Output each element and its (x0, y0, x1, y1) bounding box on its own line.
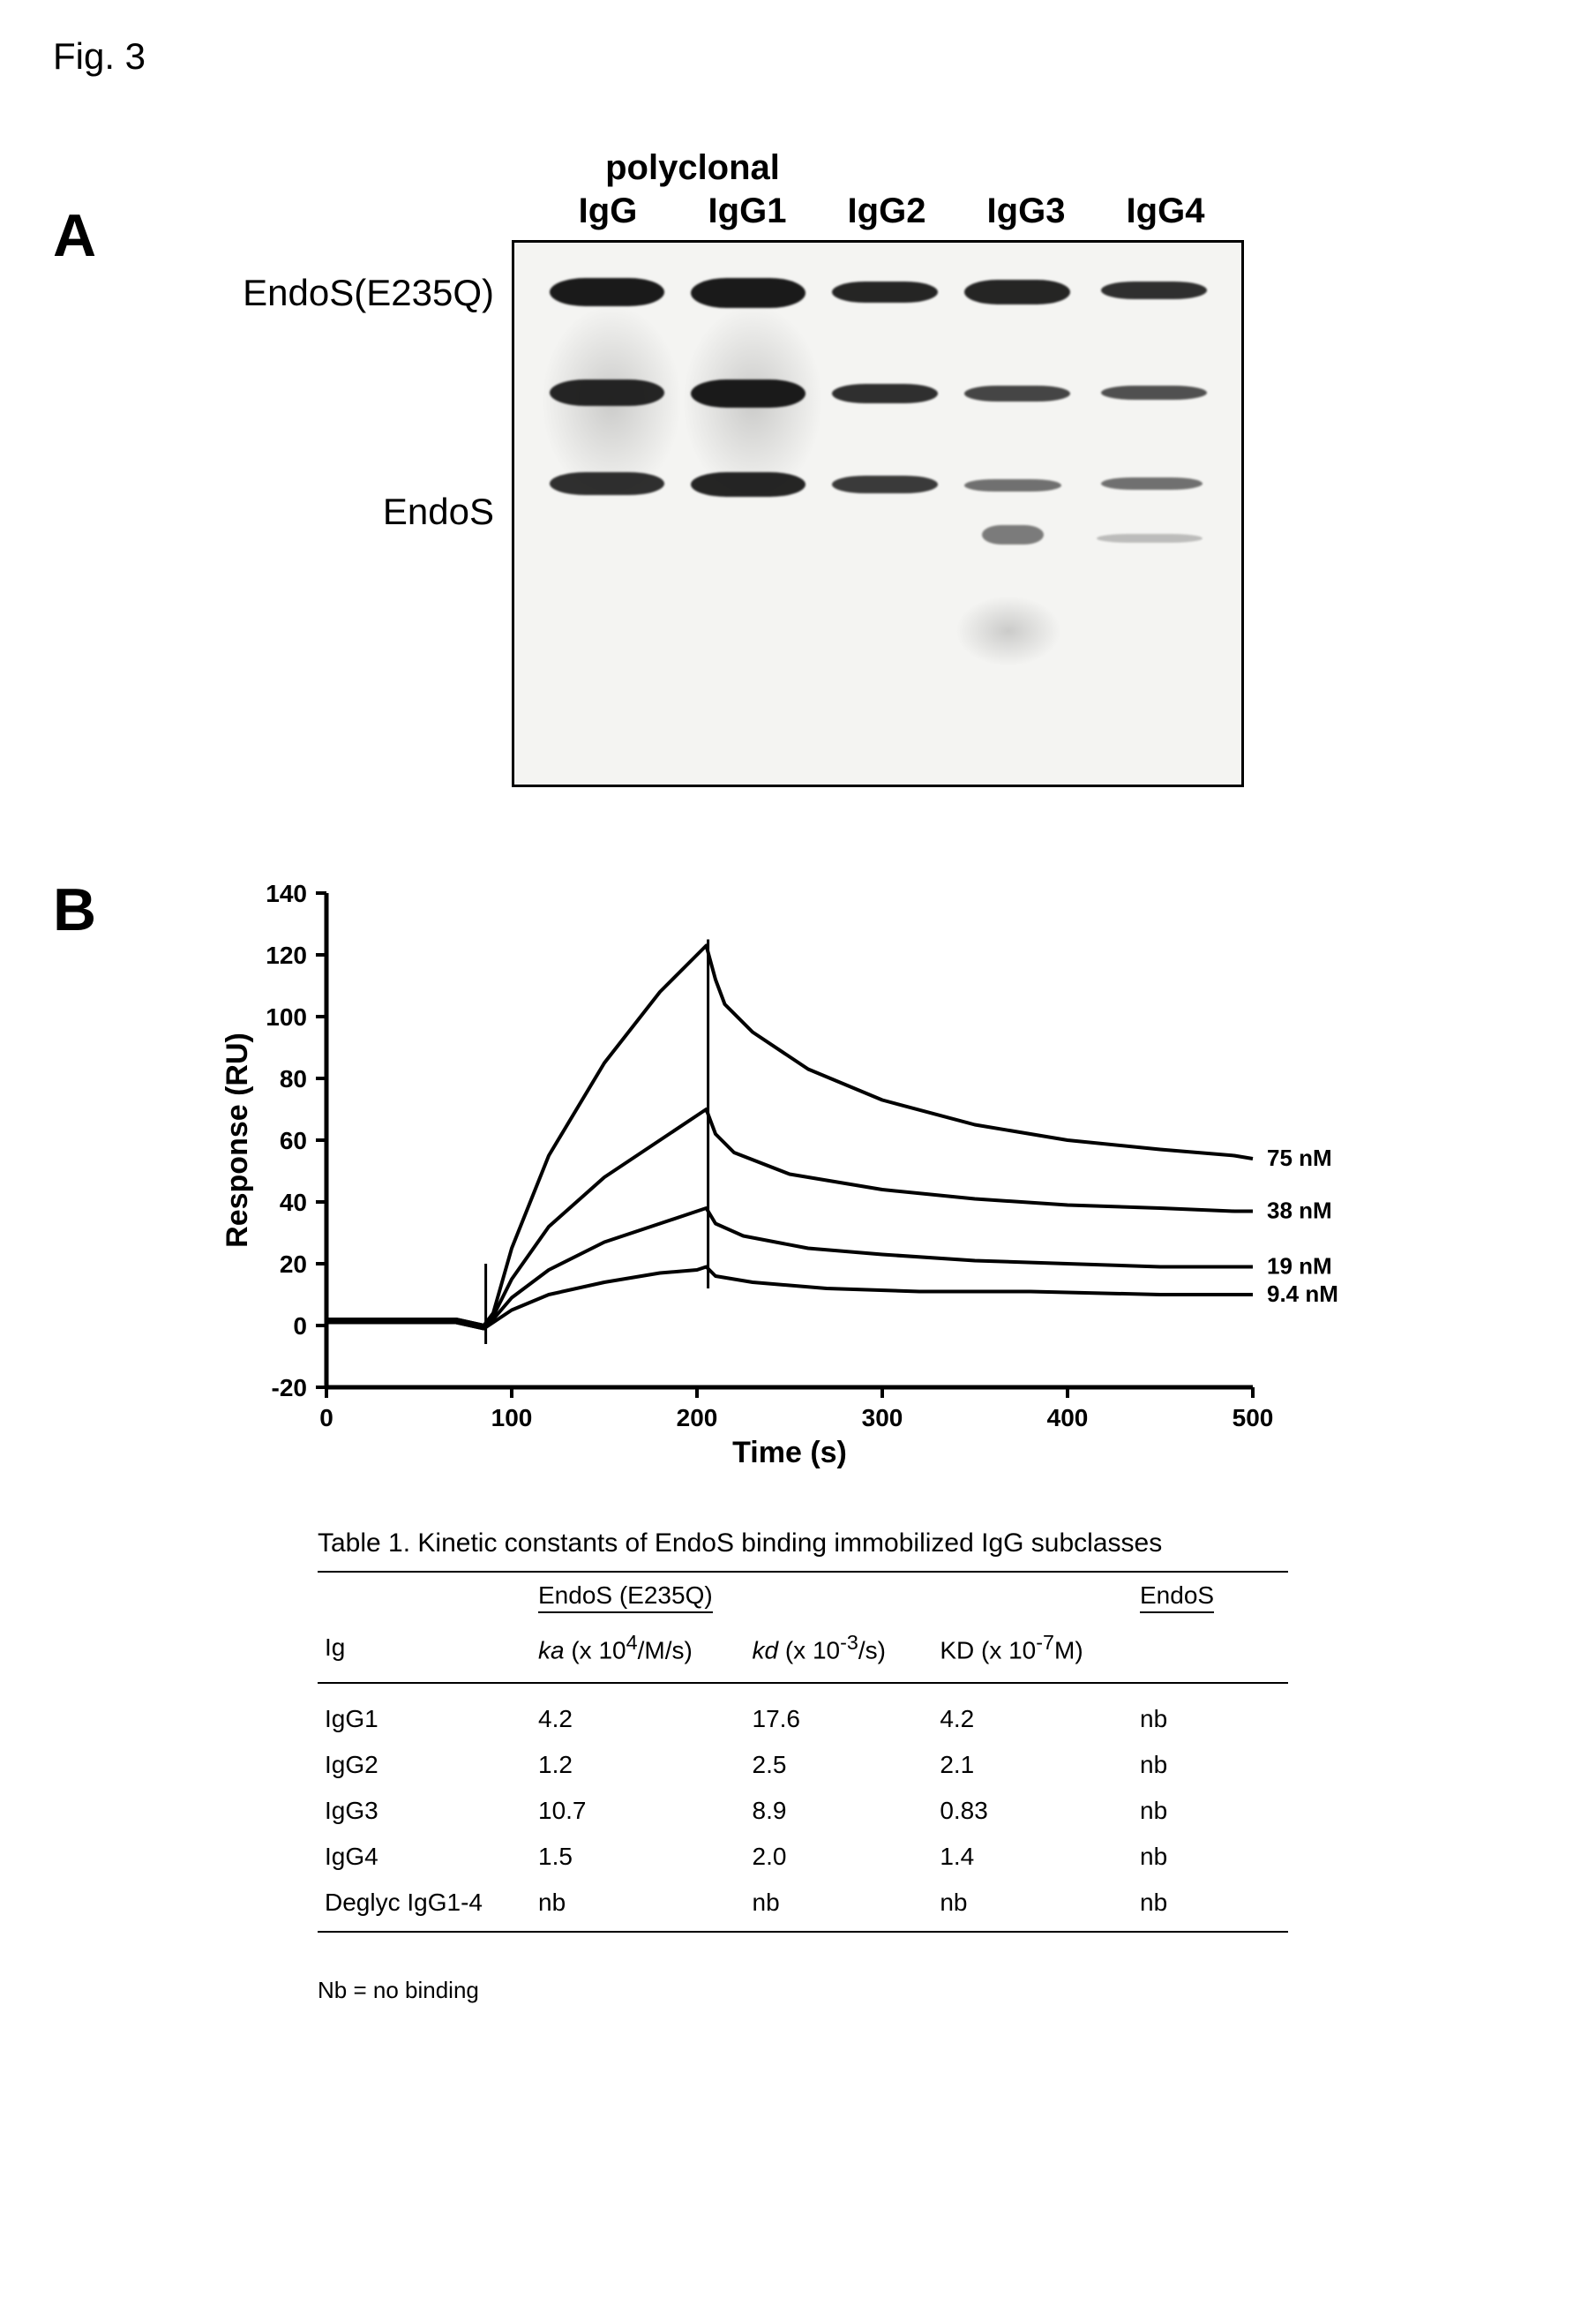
sensorgram-curve (326, 1267, 1253, 1329)
spr-sensorgram-chart: -20 0 20 40 60 80 100 120 140 0 100 200 300 400 500 Tim… (212, 875, 1412, 1471)
x-axis-label: Time (s) (732, 1436, 847, 1469)
x-tick-label: 0 (319, 1404, 333, 1431)
table-cell: nb (531, 1880, 746, 1932)
table-row: IgG14.217.64.2nb (318, 1683, 1288, 1742)
y-axis-label: Response (RU) (221, 1033, 254, 1248)
table-row: Deglyc IgG1-4nbnbnbnb (318, 1880, 1288, 1932)
blot-band (1101, 282, 1207, 299)
panel-a: A EndoS(E235Q) EndoS polyclonal IgG IgG1… (53, 148, 1543, 787)
blot-band (691, 278, 805, 308)
series-label: 75 nM (1267, 1145, 1332, 1171)
table-cell: 2.0 (746, 1834, 933, 1880)
blot-row-label-2: EndoS (212, 491, 494, 533)
col-header: IgG2 (838, 192, 935, 231)
x-tick-label: 200 (677, 1404, 718, 1431)
table-cell: nb (1133, 1788, 1288, 1834)
table-cell: 17.6 (746, 1683, 933, 1742)
table-cell: nb (1133, 1880, 1288, 1932)
blot-row-label-1: EndoS(E235Q) (212, 272, 494, 314)
series-label: 38 nM (1267, 1198, 1332, 1224)
table-cell: IgG2 (318, 1742, 531, 1788)
blot-band (691, 472, 805, 497)
panel-b-letter: B (53, 875, 212, 944)
x-tick-label: 300 (862, 1404, 903, 1431)
table-cell: nb (746, 1880, 933, 1932)
table-footnote: Nb = no binding (318, 1977, 1288, 2004)
y-tick-label: 20 (280, 1250, 307, 1278)
x-tick-label: 500 (1233, 1404, 1274, 1431)
y-tick-label: 140 (266, 880, 307, 907)
col-header: IgG4 (1117, 192, 1214, 231)
table-col-ka: ka (x 104/M/s) (531, 1622, 746, 1683)
blot-band (691, 379, 805, 408)
table-col-ig: Ig (318, 1622, 531, 1683)
y-tick-label: 120 (266, 942, 307, 969)
table-cell: 2.1 (933, 1742, 1133, 1788)
blot-band (550, 472, 664, 495)
blot-band (964, 479, 1061, 492)
blot-band (832, 282, 938, 303)
table-cell: 1.5 (531, 1834, 746, 1880)
table-cell: 2.5 (746, 1742, 933, 1788)
table-group-endos: EndoS (1140, 1581, 1214, 1613)
series-label: 19 nM (1267, 1253, 1332, 1280)
table-cell: nb (933, 1880, 1133, 1932)
figure-label: Fig. 3 (53, 35, 1543, 78)
table-row: IgG21.22.52.1nb (318, 1742, 1288, 1788)
table-cell: IgG3 (318, 1788, 531, 1834)
blot-band (550, 278, 664, 306)
blot-band (1101, 386, 1207, 400)
sensorgram-curve (326, 1208, 1253, 1329)
kinetics-table-section: Table 1. Kinetic constants of EndoS bind… (318, 1528, 1288, 2004)
y-tick-label: 100 (266, 1003, 307, 1031)
table-cell: 4.2 (933, 1683, 1133, 1742)
table-title: Table 1. Kinetic constants of EndoS bind… (318, 1528, 1288, 1558)
y-tick-label: 0 (293, 1312, 307, 1340)
table-cell: nb (1133, 1742, 1288, 1788)
blot-band (832, 384, 938, 403)
table-group-endos-e235q: EndoS (E235Q) (538, 1581, 713, 1613)
y-tick-label: 80 (280, 1065, 307, 1093)
table-cell: 4.2 (531, 1683, 746, 1742)
table-cell: nb (1133, 1683, 1288, 1742)
table-cell: 0.83 (933, 1788, 1133, 1834)
table-row: IgG310.78.90.83nb (318, 1788, 1288, 1834)
table-cell: IgG1 (318, 1683, 531, 1742)
blot-band (832, 476, 938, 493)
blot-band (964, 280, 1070, 304)
col-header: IgG (559, 192, 656, 231)
blot-smudge (955, 596, 1061, 666)
blot-band (1101, 477, 1203, 490)
table-cell: 8.9 (746, 1788, 933, 1834)
blot-column-headers: IgG IgG1 IgG2 IgG3 IgG4 (542, 192, 1214, 231)
panel-b: B -20 0 20 40 60 80 100 120 140 0 100 200 300 400 500 T… (53, 875, 1543, 1476)
blot-band (964, 386, 1070, 402)
x-tick-label: 100 (491, 1404, 533, 1431)
table-col-kd: kd (x 10-3/s) (746, 1622, 933, 1683)
table-col-KD: KD (x 10-7M) (933, 1622, 1133, 1683)
polyclonal-label: polyclonal (605, 148, 780, 188)
blot-band (550, 379, 664, 406)
panel-a-letter: A (53, 201, 212, 270)
col-header: IgG1 (699, 192, 796, 231)
y-tick-label: 60 (280, 1127, 307, 1154)
x-tick-label: 400 (1047, 1404, 1089, 1431)
series-label: 9.4 nM (1267, 1280, 1338, 1307)
table-row: IgG41.52.01.4nb (318, 1834, 1288, 1880)
kinetics-table: EndoS (E235Q) EndoS Ig ka (x 104/M/s) kd… (318, 1571, 1288, 1933)
table-cell: 1.4 (933, 1834, 1133, 1880)
table-cell: Deglyc IgG1-4 (318, 1880, 531, 1932)
sensorgram-curve (326, 946, 1253, 1326)
table-cell: 10.7 (531, 1788, 746, 1834)
western-blot-image (512, 240, 1244, 787)
y-tick-label: 40 (280, 1189, 307, 1216)
table-cell: 1.2 (531, 1742, 746, 1788)
y-tick-label: -20 (272, 1374, 307, 1401)
blot-band (982, 525, 1044, 544)
blot-band (1097, 534, 1203, 543)
table-cell: IgG4 (318, 1834, 531, 1880)
col-header: IgG3 (978, 192, 1075, 231)
table-cell: nb (1133, 1834, 1288, 1880)
